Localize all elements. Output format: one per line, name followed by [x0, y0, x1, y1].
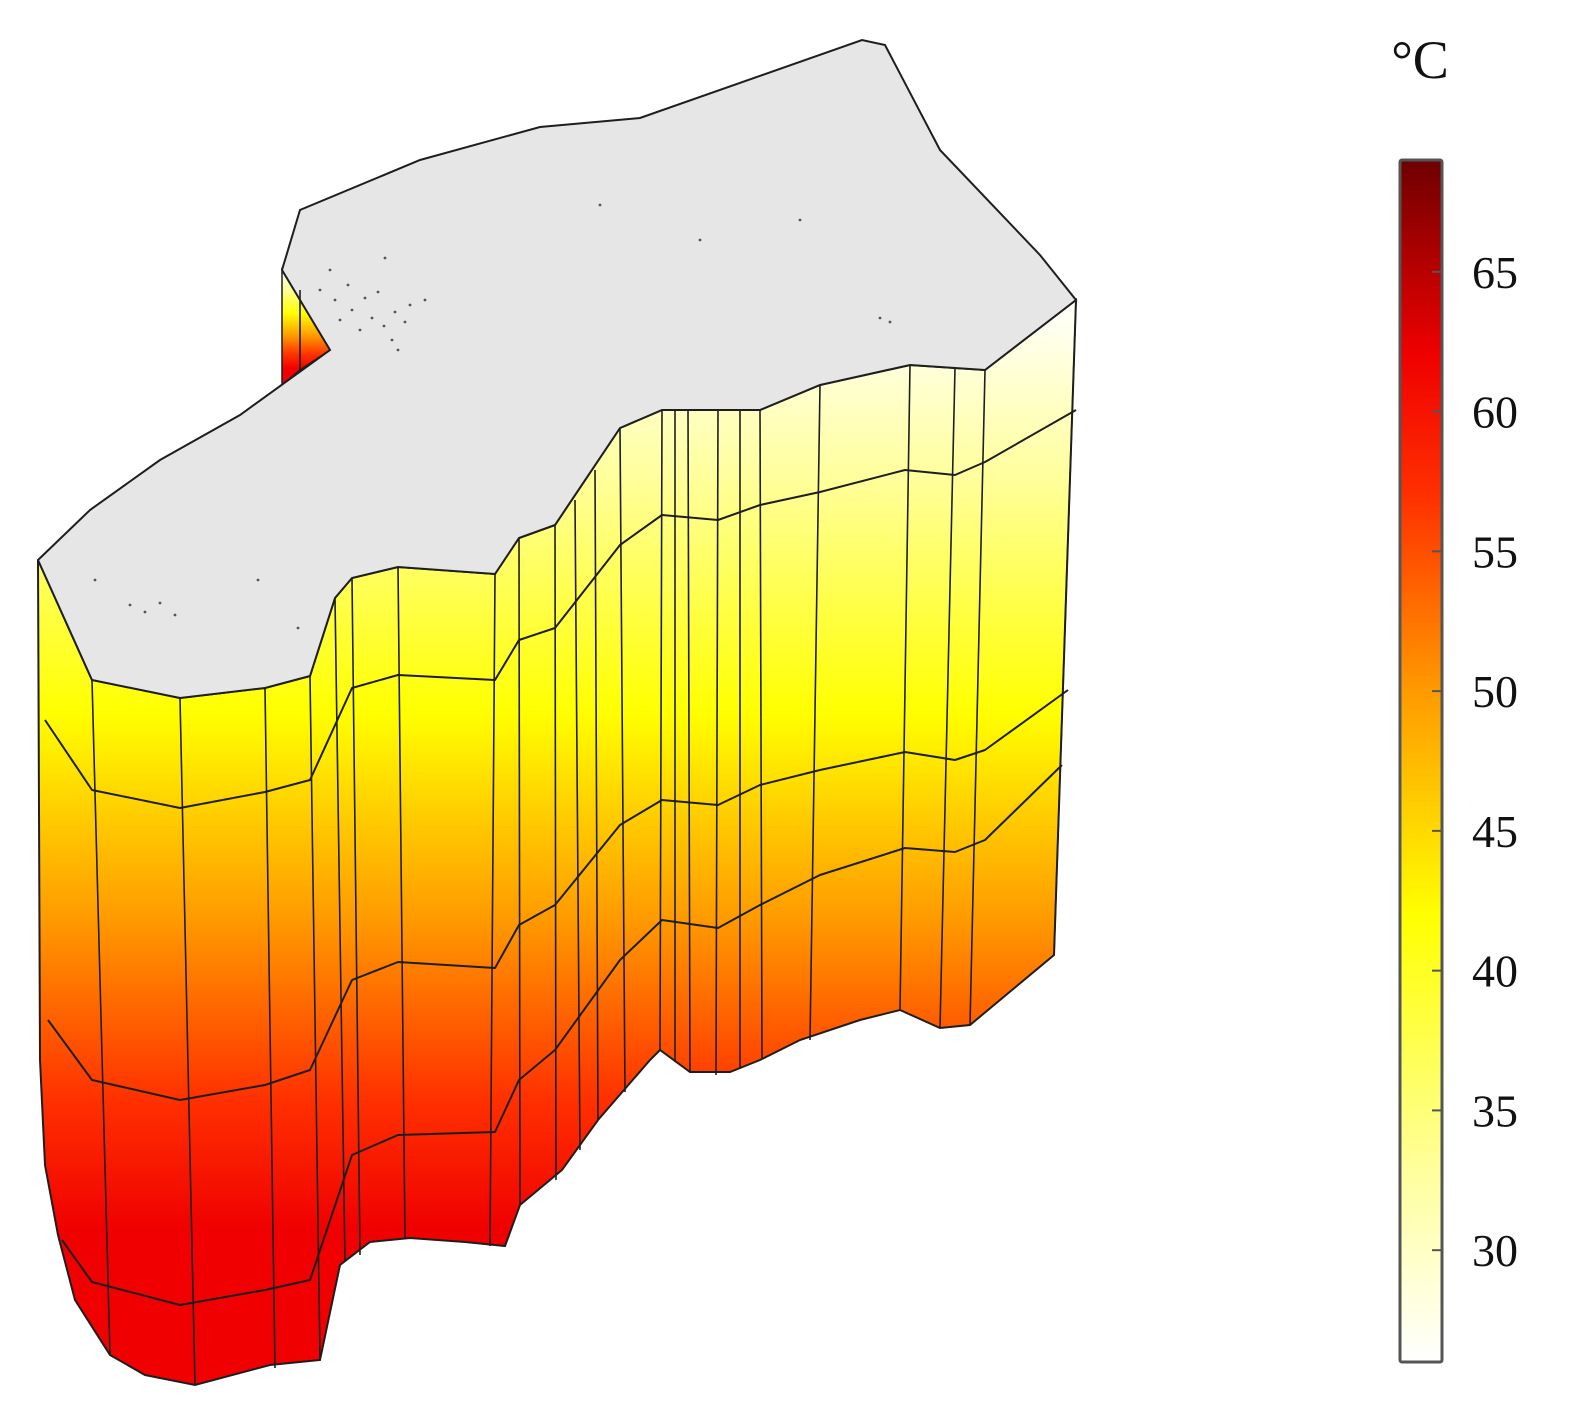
colorbar-tick-label-40: 40: [1472, 946, 1518, 997]
colorbar-tick-label-55: 55: [1472, 526, 1518, 577]
colorbar-ticks: 30 35 40 45 50 55 60 65: [1432, 247, 1518, 1276]
colorbar-tick-label-45: 45: [1472, 806, 1518, 857]
colorbar-tick-label-60: 60: [1472, 387, 1518, 438]
colorbar-tick-label-35: 35: [1472, 1085, 1518, 1136]
colorbar: °C 30 35 40 45 50 55 60 65: [1391, 30, 1518, 1364]
colorbar-tick-label-30: 30: [1472, 1225, 1518, 1276]
colorbar-tick-label-50: 50: [1472, 666, 1518, 717]
colorbar-tick-label-65: 65: [1472, 247, 1518, 298]
geological-block: [36, 38, 1078, 1387]
colorbar-scale: [1398, 158, 1444, 1364]
facet-edges: [91, 290, 1077, 1386]
top-surface-speckles: [93, 203, 892, 630]
colorbar-unit-label: °C: [1391, 30, 1449, 90]
layer-boundary-3: [61, 764, 1063, 1306]
